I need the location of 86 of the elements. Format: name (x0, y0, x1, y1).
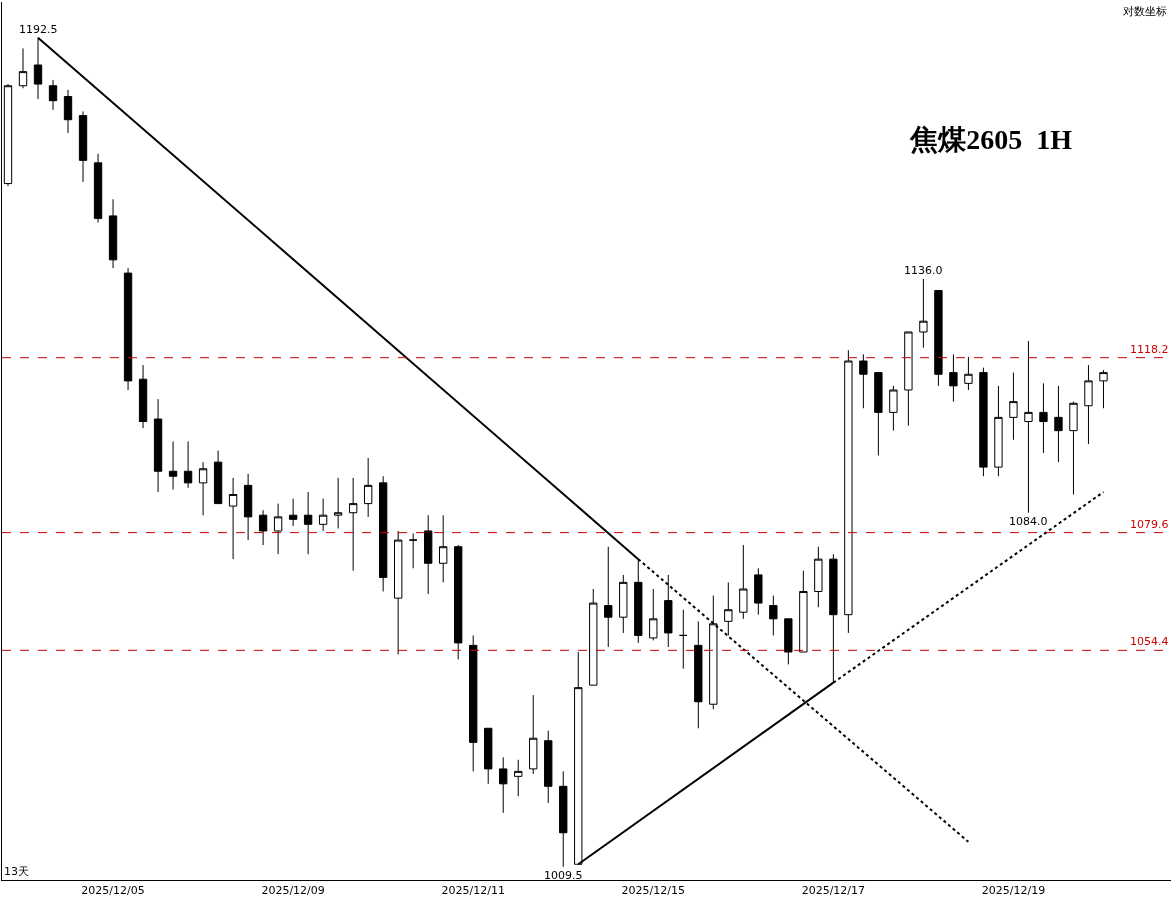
annotation: 1136.0 (904, 264, 943, 277)
candlestick (994, 385, 1003, 477)
candlestick (484, 727, 493, 785)
x-tick-label: 2025/12/11 (441, 884, 505, 898)
candlestick (799, 570, 808, 653)
candlestick (123, 267, 133, 391)
candlestick (559, 770, 568, 868)
candlestick (183, 440, 193, 489)
candlestick (709, 595, 718, 710)
candlestick (303, 491, 313, 555)
x-tick-label: 2025/12/15 (621, 884, 685, 898)
candlestick (348, 477, 358, 572)
text: 焦煤2605 1H (909, 124, 1073, 156)
candlestick (604, 546, 613, 648)
candlestick (754, 567, 763, 616)
candlestick (544, 730, 553, 804)
candlestick (1084, 364, 1093, 445)
candlestick (919, 278, 928, 349)
candlestick (934, 290, 943, 387)
candlestick (63, 89, 73, 134)
candlestick (784, 618, 793, 665)
candlestick (814, 546, 823, 608)
candlestick (949, 353, 958, 403)
candlestick (273, 503, 283, 555)
candlestick (333, 477, 343, 529)
candlestick (228, 477, 238, 560)
candlestick (619, 574, 628, 634)
candlestick (529, 694, 538, 775)
candlestick (844, 349, 853, 634)
annotation: 1192.5 (19, 23, 58, 36)
candlestick (78, 110, 88, 183)
annotation: 1009.5 (544, 869, 583, 882)
candlestick (1039, 382, 1048, 454)
candlestick (889, 385, 898, 432)
candlestick (409, 532, 418, 569)
candlestick (514, 759, 523, 797)
candlestick (424, 514, 433, 595)
x-tick-label: 2025/12/19 (981, 884, 1046, 898)
candlestick (454, 544, 463, 660)
candlestick (664, 574, 673, 648)
candlestick (904, 331, 913, 427)
annotation: 1084.0 (1009, 515, 1048, 528)
x-tick-label: 2025/12/17 (801, 884, 866, 898)
candlestick (1024, 340, 1033, 514)
candlestick (198, 461, 208, 516)
candlestick (874, 372, 883, 457)
candlestick (499, 756, 508, 814)
candlestick (108, 198, 118, 269)
candlestick (318, 498, 328, 532)
candlestick (964, 356, 973, 391)
candlestick (213, 450, 223, 505)
candlestick (1009, 372, 1018, 441)
x-tick-label: 2025/12/05 (81, 884, 145, 898)
text: 对数坐标 (1123, 5, 1167, 18)
candlestick (469, 634, 478, 772)
candlestick (18, 47, 28, 89)
candlestick (679, 609, 688, 670)
candlestick (1099, 369, 1108, 409)
candlestick (3, 83, 13, 187)
candlestick (258, 509, 268, 546)
candlestick (769, 595, 778, 636)
candlestick (168, 440, 178, 490)
candlestick (138, 364, 148, 429)
candlestick (439, 514, 448, 583)
candlestick (649, 588, 658, 641)
candlestick (93, 153, 103, 224)
annotation: 1079.6 (1130, 518, 1169, 531)
candlestick (363, 457, 373, 518)
candlestick (1054, 385, 1063, 463)
candlestick (243, 473, 253, 541)
candlestick (859, 353, 868, 409)
candlestick (288, 498, 298, 527)
x-tick-label: 2025/12/09 (261, 884, 325, 898)
candlestick (153, 398, 163, 493)
annotation: 13天 (4, 865, 29, 878)
candlestick (48, 79, 58, 111)
annotation: 1054.4 (1130, 635, 1169, 648)
candlestick (378, 475, 388, 592)
candlestick (979, 367, 988, 477)
candlestick (739, 544, 748, 620)
annotation: 1118.2 (1130, 343, 1169, 356)
candlestick (694, 620, 703, 729)
candlestick (1069, 401, 1078, 495)
candlestick (393, 530, 403, 655)
candlestick (589, 588, 598, 686)
candlestick (724, 581, 733, 636)
